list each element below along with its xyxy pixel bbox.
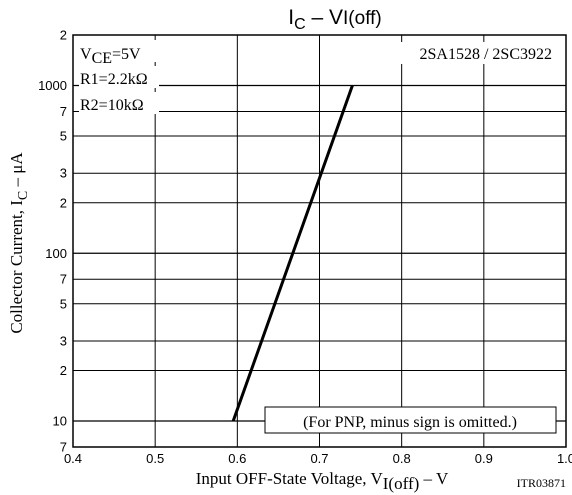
chart-title: IC – VI(off): [288, 6, 382, 33]
y-tick-label: 1000: [38, 78, 67, 93]
title-sub: C: [294, 16, 306, 33]
condition-r1: R1=2.2kΩ: [80, 71, 148, 88]
x-tick-label: 0.5: [146, 451, 164, 466]
grid-lines: [73, 35, 566, 447]
y-tick-label: 5: [60, 128, 67, 143]
x-tick-label: 0.4: [64, 451, 82, 466]
condition-r2: R2=10kΩ: [80, 97, 144, 114]
part-number-bg: [368, 42, 556, 64]
note-box: [264, 406, 557, 434]
curves: [231, 84, 354, 422]
y-tick-label: 7: [60, 272, 67, 287]
xlabel-sub: I(off): [383, 474, 420, 493]
x-tick-labels: 0.4 0.5 0.6 0.7 0.8 0.9 1.0: [64, 451, 572, 466]
title-sub2: I(off): [343, 8, 382, 29]
condition-vce: VCE=5V: [80, 46, 141, 67]
condition-vce-rest: =5V: [112, 46, 141, 63]
x-axis-label: Input OFF-State Voltage, VI(off) – V: [196, 469, 449, 493]
title-main2: V: [329, 6, 343, 29]
x-tick-label: 0.9: [475, 451, 493, 466]
x-tick-label: 1.0: [557, 451, 572, 466]
y-tick-label: 3: [60, 333, 67, 348]
conditions-bg-1: [79, 40, 159, 62]
y-tick-label: 10: [53, 414, 67, 429]
xlabel-main: Input OFF-State Voltage, V: [196, 469, 384, 488]
y-tick-label: 3: [60, 166, 67, 181]
ylabel-unit: – μA: [7, 152, 26, 191]
xlabel-unit: – V: [419, 469, 449, 488]
ylabel-main: Collector Current, I: [7, 200, 26, 334]
y-tick-label: 7: [60, 104, 67, 119]
x-tick-label: 0.8: [393, 451, 411, 466]
title-main: I: [288, 6, 294, 29]
plot-frame: [72, 34, 567, 448]
ylabel-sub: C: [16, 191, 31, 200]
part-number: 2SA1528 / 2SC3922: [420, 46, 552, 63]
y-axis-label: Collector Current, IC – μA: [7, 152, 31, 334]
y-tick-label: 7: [60, 440, 67, 455]
conditions-bg-2: [79, 66, 159, 88]
title-sep: –: [306, 6, 329, 29]
y-tick-labels: 7 10 2 3 5 7 100 2 3 5 7 1000 2: [38, 28, 67, 455]
figure-code: ITR03871: [517, 476, 566, 490]
x-tick-label: 0.7: [310, 451, 328, 466]
condition-vce-main: V: [80, 46, 92, 63]
series-line: [231, 84, 354, 422]
conditions-bg-3: [79, 92, 159, 114]
note-text: (For PNP, minus sign is omitted.): [303, 414, 517, 431]
y-tick-label: 2: [60, 363, 67, 378]
y-tick-label: 100: [45, 246, 67, 261]
y-tick-label: 2: [60, 28, 67, 43]
x-tick-label: 0.6: [228, 451, 246, 466]
y-tick-label: 5: [60, 296, 67, 311]
y-tick-label: 2: [60, 195, 67, 210]
condition-vce-sub: CE: [92, 50, 112, 67]
